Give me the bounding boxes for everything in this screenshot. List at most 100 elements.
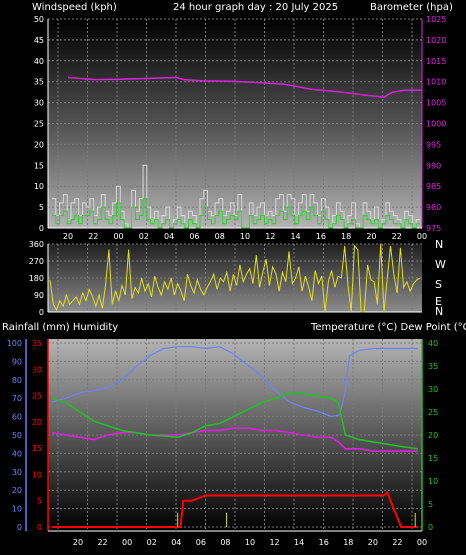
x-tick-label: 20 xyxy=(73,538,83,547)
temp-tick-label: 10 xyxy=(428,477,438,486)
barometer-axis-title: Barometer (hpa) xyxy=(370,2,453,13)
humidity-tick-label: 90 xyxy=(12,357,22,366)
temperature-line xyxy=(51,392,419,450)
x-tick-label: 22 xyxy=(97,538,107,547)
humidity-tick-label: 70 xyxy=(12,394,22,403)
x-tick-label: 22 xyxy=(88,232,98,241)
x-tick-label: 02 xyxy=(139,232,149,241)
temp-tick-label: 40 xyxy=(428,339,438,348)
x-tick-label: 10 xyxy=(245,538,255,547)
rainfall-line xyxy=(52,491,418,528)
compass-w: W xyxy=(435,258,446,271)
rain-tick-label: 15 xyxy=(32,444,42,453)
y-tick-label-left: 0 xyxy=(39,224,44,233)
x-tick-label: 12 xyxy=(265,232,275,241)
x-tick-label: 06 xyxy=(196,538,206,547)
x-tick-label: 02 xyxy=(147,538,157,547)
humidity-tick-label: 50 xyxy=(12,431,22,440)
x-tick-label: 18 xyxy=(343,538,353,547)
windspeed-line xyxy=(52,198,420,229)
x-tick-label: 10 xyxy=(240,232,250,241)
compass-n-bottom: N xyxy=(435,305,443,318)
x-tick-label: 16 xyxy=(316,232,326,241)
compass-n-top: N xyxy=(435,238,443,251)
humidity-tick-label: 80 xyxy=(12,376,22,385)
y-tick-label-right: 1020 xyxy=(426,36,446,45)
wind-direction-panel: 0 90 180 270 360 xyxy=(29,240,422,317)
x-tick-label: 04 xyxy=(171,538,181,547)
x-tick-label: 18 xyxy=(341,232,351,241)
wind-axis-title: Windspeed (kph) xyxy=(32,2,117,13)
y-tick-label: 0 xyxy=(39,308,44,317)
y-tick-label-left: 15 xyxy=(34,161,44,170)
temp-dewpoint-title: Temperature (°C) Dew Point (°C) xyxy=(310,322,466,333)
x-tick-label: 14 xyxy=(290,232,300,241)
x-tick-label: 00 xyxy=(122,538,132,547)
humidity-tick-label: 100 xyxy=(7,339,22,348)
compass-s: S xyxy=(435,278,442,291)
x-tick-label: 00 xyxy=(417,232,427,241)
compass-e: E xyxy=(435,295,442,308)
y-tick-label-right: 1025 xyxy=(426,15,446,24)
x-tick-label: 00 xyxy=(417,538,427,547)
y-tick-label-left: 40 xyxy=(34,57,44,66)
x-tick-label: 12 xyxy=(269,538,279,547)
temp-tick-label: 25 xyxy=(428,408,438,417)
x-tick-label: 20 xyxy=(368,538,378,547)
rain-humidity-title: Rainfall (mm) Humidity xyxy=(2,322,118,333)
x-tick-label: 20 xyxy=(366,232,376,241)
x-tick-label: 20 xyxy=(63,232,73,241)
temp-tick-label: 5 xyxy=(428,500,433,509)
y-tick-label-left: 50 xyxy=(34,15,44,24)
rain-humidity-temp-panel: 0102030405060708090100051015202530350510… xyxy=(7,339,438,547)
y-tick-label-right: 975 xyxy=(426,224,441,233)
rain-tick-label: 30 xyxy=(32,365,42,374)
wind-barometer-panel: 0510152025303540455097598098599099510001… xyxy=(34,15,447,241)
y-tick-label-right: 980 xyxy=(426,203,441,212)
dewpoint-line xyxy=(51,427,418,452)
x-tick-label: 04 xyxy=(164,232,174,241)
x-tick-label: 14 xyxy=(294,538,304,547)
x-tick-label: 08 xyxy=(220,538,230,547)
compass-labels: N W S E N xyxy=(435,238,446,318)
x-tick-label: 08 xyxy=(215,232,225,241)
humidity-tick-label: 0 xyxy=(17,523,22,532)
y-tick-label-right: 1005 xyxy=(426,99,446,108)
temp-tick-label: 35 xyxy=(428,362,438,371)
y-tick-label-right: 985 xyxy=(426,182,441,191)
temp-tick-label: 15 xyxy=(428,454,438,463)
rain-tick-label: 25 xyxy=(32,392,42,401)
barometer-line xyxy=(67,76,422,98)
y-tick-label-right: 1015 xyxy=(426,57,446,66)
humidity-tick-label: 30 xyxy=(12,468,22,477)
y-tick-label: 180 xyxy=(29,274,44,283)
y-tick-label-left: 35 xyxy=(34,78,44,87)
x-tick-label: 22 xyxy=(392,538,402,547)
rain-tick-label: 35 xyxy=(32,339,42,348)
humidity-tick-label: 60 xyxy=(12,413,22,422)
y-tick-label-right: 1010 xyxy=(426,78,446,87)
y-tick-label-left: 25 xyxy=(34,120,44,129)
humidity-tick-label: 40 xyxy=(12,449,22,458)
x-tick-label: 22 xyxy=(392,232,402,241)
y-tick-label-left: 10 xyxy=(34,182,44,191)
humidity-tick-label: 10 xyxy=(12,505,22,514)
y-tick-label-right: 990 xyxy=(426,161,441,170)
x-tick-label: 00 xyxy=(113,232,123,241)
humidity-tick-label: 20 xyxy=(12,486,22,495)
y-tick-label-left: 45 xyxy=(34,36,44,45)
y-tick-label-left: 5 xyxy=(39,203,44,212)
y-tick-label: 90 xyxy=(34,291,44,300)
y-tick-label: 360 xyxy=(29,240,44,249)
x-tick-label: 06 xyxy=(189,232,199,241)
rain-tick-label: 10 xyxy=(32,470,42,479)
direction-line xyxy=(49,243,421,313)
graph-title: 24 hour graph day : 20 July 2025 xyxy=(173,2,338,13)
temp-tick-label: 0 xyxy=(428,523,433,532)
temp-tick-label: 20 xyxy=(428,431,438,440)
y-tick-label-left: 30 xyxy=(34,99,44,108)
y-tick-label: 270 xyxy=(29,257,44,266)
y-tick-label-left: 20 xyxy=(34,140,44,149)
rain-tick-label: 0 xyxy=(37,523,42,532)
